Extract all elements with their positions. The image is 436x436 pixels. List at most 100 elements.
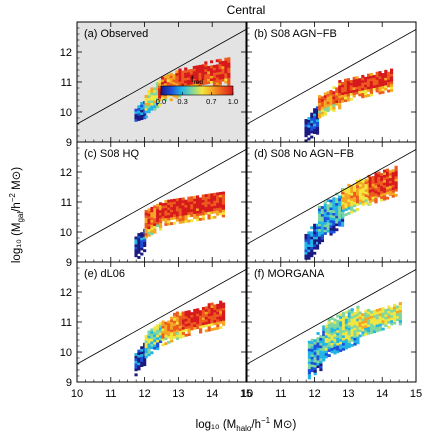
heat-cell (201, 207, 205, 211)
heat-cell (307, 122, 311, 126)
heat-cell (134, 360, 138, 364)
heat-cell (181, 197, 185, 201)
heat-cell (316, 355, 320, 358)
heat-cell (332, 106, 336, 110)
heat-cell (184, 217, 188, 221)
heat-cell (322, 356, 326, 359)
heat-cell (144, 217, 148, 221)
heat-cell (163, 77, 168, 81)
heat-cell (353, 196, 357, 200)
heat-cell (336, 319, 340, 323)
panel-a-cells (134, 57, 231, 122)
heat-cell (389, 83, 394, 87)
heat-cell (315, 239, 320, 242)
heat-cell (167, 323, 171, 326)
heat-cell (338, 210, 342, 214)
heat-cell (215, 66, 219, 70)
heat-cell (210, 65, 214, 69)
heat-cell (207, 313, 211, 317)
heat-cell (364, 196, 368, 200)
heat-cell (153, 331, 157, 335)
heat-cell (389, 86, 394, 90)
heat-cell (187, 219, 191, 223)
heat-cell (140, 117, 144, 121)
heat-cell (368, 179, 372, 183)
heat-cell (221, 68, 225, 72)
heat-cell (147, 233, 151, 237)
heat-cell (150, 341, 154, 345)
heat-cell (387, 79, 391, 83)
heat-cell (372, 327, 377, 331)
heat-cell (372, 309, 377, 313)
heat-cell (364, 188, 368, 192)
heat-cell (310, 341, 314, 345)
heat-cell (187, 322, 191, 326)
heat-cell (153, 97, 157, 101)
heat-cell (336, 314, 340, 318)
heat-cell (140, 356, 144, 360)
heat-cell (187, 69, 191, 73)
heat-cell (387, 74, 391, 78)
heat-cell (134, 111, 138, 115)
heat-cell (341, 206, 345, 210)
heat-cell (339, 326, 343, 329)
heat-cell (204, 209, 208, 213)
heat-cell (347, 337, 351, 341)
heat-cell (338, 92, 342, 96)
heat-cell (364, 87, 368, 90)
heat-cell (184, 204, 188, 208)
heat-cell (156, 211, 160, 215)
heat-cell (368, 202, 372, 206)
heat-cell (140, 109, 144, 113)
heat-cell (307, 350, 312, 354)
heat-cell (350, 333, 354, 337)
heat-cell (227, 72, 231, 76)
heat-cell (190, 196, 194, 200)
heat-cell (372, 330, 377, 334)
heat-cell (361, 192, 365, 196)
heat-cell (388, 172, 392, 176)
heat-cell (329, 209, 333, 213)
heat-cell (153, 220, 157, 224)
heat-cell (161, 330, 165, 334)
heat-cell (207, 214, 211, 217)
heat-cell (307, 376, 312, 380)
heat-cell (164, 334, 168, 338)
heat-cell (378, 76, 382, 80)
heat-cell (389, 76, 394, 80)
heat-cell (207, 315, 211, 319)
heat-cell (322, 325, 326, 329)
heat-cell (144, 230, 148, 234)
heat-cell (175, 208, 180, 212)
heat-cell (224, 65, 228, 69)
heat-cell (385, 191, 390, 195)
heat-cell (344, 99, 348, 103)
heat-cell (201, 197, 205, 200)
heat-cell (338, 198, 342, 201)
heat-cell (350, 326, 354, 329)
heat-cell (377, 179, 381, 183)
heat-cell (172, 335, 177, 339)
heat-cell (381, 317, 385, 321)
heat-cell (316, 362, 320, 366)
heat-cell (333, 351, 337, 355)
heat-cell (156, 337, 160, 340)
heat-cell (327, 328, 331, 332)
heat-cell (319, 352, 323, 356)
heat-cell (175, 70, 179, 74)
heat-cell (204, 324, 208, 328)
heat-cell (164, 220, 168, 224)
heat-cell (335, 220, 339, 224)
heat-cell (221, 73, 225, 77)
heat-cell (329, 217, 333, 221)
heat-cell (181, 210, 185, 214)
heat-cell (150, 97, 154, 101)
heat-cell (332, 207, 336, 211)
heat-cell (178, 81, 182, 85)
heat-cell (387, 305, 391, 309)
heat-cell (207, 328, 211, 332)
heat-cell (310, 366, 314, 370)
heat-cell (327, 343, 331, 347)
heat-cell (310, 338, 314, 342)
heat-cell (193, 316, 197, 320)
